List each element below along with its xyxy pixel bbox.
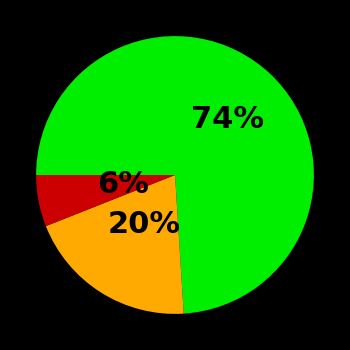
Text: 6%: 6%: [97, 170, 149, 199]
Wedge shape: [46, 175, 184, 314]
Text: 20%: 20%: [107, 210, 180, 239]
Wedge shape: [36, 175, 175, 226]
Text: 74%: 74%: [191, 105, 264, 134]
Wedge shape: [36, 36, 314, 314]
